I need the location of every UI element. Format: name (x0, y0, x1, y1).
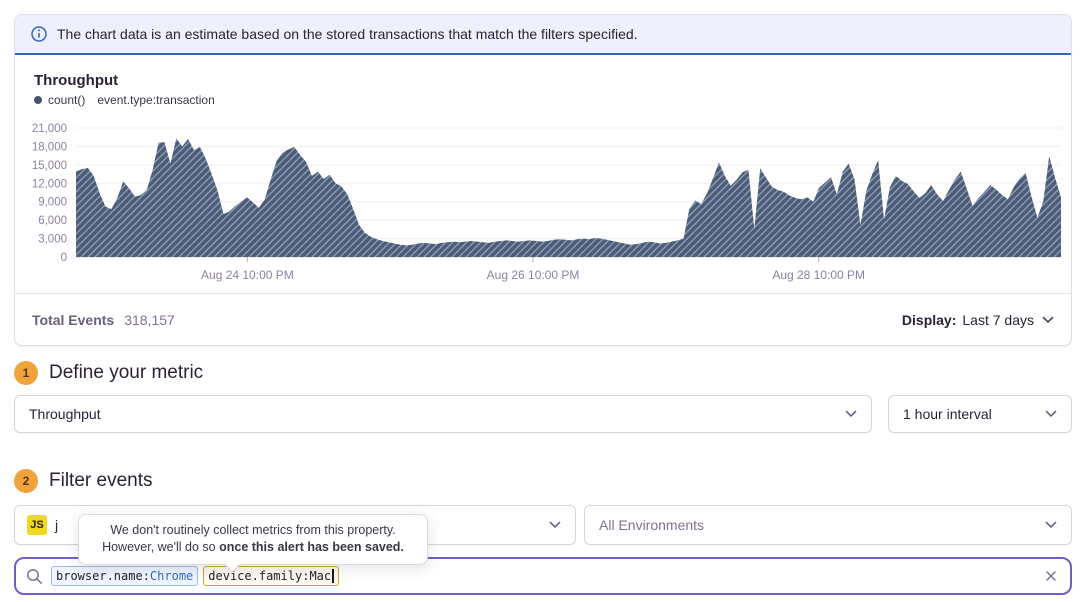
clear-search-icon[interactable] (1044, 569, 1058, 583)
svg-text:3,000: 3,000 (38, 234, 67, 246)
chart-legend[interactable]: count() event.type:transaction (34, 93, 1071, 107)
svg-text:6,000: 6,000 (38, 215, 67, 227)
search-token-browser-name[interactable]: browser.name: Chrome (51, 566, 199, 586)
svg-text:18,000: 18,000 (32, 141, 67, 153)
token-key: device.family: (208, 569, 310, 583)
display-label: Display: (901, 311, 957, 328)
info-banner: The chart data is an estimate based on t… (15, 15, 1071, 55)
svg-text:15,000: 15,000 (32, 160, 67, 172)
tooltip-line2: However, we'll do so (102, 540, 220, 554)
chevron-down-icon (1042, 316, 1054, 323)
banner-text: The chart data is an estimate based on t… (57, 26, 638, 42)
tooltip-line2-bold: once this alert has been saved. (219, 540, 404, 554)
token-value: Mac (309, 569, 332, 583)
throughput-area-chart: 0 3,000 6,000 9,000 12,000 15,000 18,000 21,000… (32, 123, 1061, 282)
step-2-title: Filter events (49, 470, 153, 491)
chevron-down-icon (549, 521, 561, 528)
chart-block: Throughput count() event.type:transactio… (15, 55, 1071, 293)
legend-series-label: count() (48, 93, 86, 107)
chart-title: Throughput (34, 72, 119, 89)
token-key: browser.name: (56, 569, 150, 583)
chart-footer: Total Events 318,157 Display: Last 7 day… (15, 293, 1071, 345)
legend-query-label: event.type:transaction (97, 93, 215, 107)
environment-select[interactable]: All Environments (584, 505, 1072, 545)
svg-text:Aug 26 10:00 PM: Aug 26 10:00 PM (487, 268, 580, 282)
alert-chart-panel: The chart data is an estimate based on t… (14, 14, 1072, 346)
svg-text:Aug 28 10:00 PM: Aug 28 10:00 PM (772, 268, 865, 282)
metric-select-value: Throughput (29, 406, 101, 422)
step-1-header: 1 Define your metric (14, 361, 1072, 385)
metrics-warning-tooltip: We don't routinely collect metrics from … (78, 514, 428, 573)
interval-select[interactable]: 1 hour interval (888, 395, 1072, 433)
chevron-down-icon (1045, 521, 1057, 528)
svg-text:Aug 24 10:00 PM: Aug 24 10:00 PM (201, 268, 294, 282)
step-2-header: 2 Filter events (14, 469, 1072, 493)
total-events-value: 318,157 (124, 311, 175, 328)
search-icon (27, 568, 42, 584)
metric-select[interactable]: Throughput (14, 395, 872, 433)
javascript-platform-icon: JS (27, 515, 47, 535)
total-events-label: Total Events (32, 311, 115, 328)
search-tokens: browser.name: Chrome device.family: Mac (51, 566, 1036, 586)
display-period-dropdown[interactable]: Display: Last 7 days (902, 312, 1054, 328)
text-cursor (332, 569, 334, 583)
search-token-device-family[interactable]: device.family: Mac (203, 566, 339, 586)
svg-text:12,000: 12,000 (32, 178, 67, 190)
environment-select-value: All Environments (599, 517, 705, 533)
svg-text:0: 0 (61, 252, 67, 264)
svg-text:21,000: 21,000 (32, 123, 67, 135)
display-value: Last 7 days (962, 311, 1034, 328)
chevron-down-icon (845, 410, 857, 417)
legend-dot-icon (34, 96, 42, 104)
chevron-down-icon (1045, 410, 1057, 417)
step-1-badge: 1 (14, 361, 38, 385)
project-select-value: j (55, 517, 59, 533)
info-icon (31, 26, 47, 42)
step-2-badge: 2 (14, 469, 38, 493)
token-value: Chrome (149, 569, 194, 583)
interval-select-value: 1 hour interval (903, 406, 992, 422)
svg-text:9,000: 9,000 (38, 197, 67, 209)
tooltip-line1: We don't routinely collect metrics from … (110, 523, 396, 537)
step-1-title: Define your metric (49, 362, 204, 383)
